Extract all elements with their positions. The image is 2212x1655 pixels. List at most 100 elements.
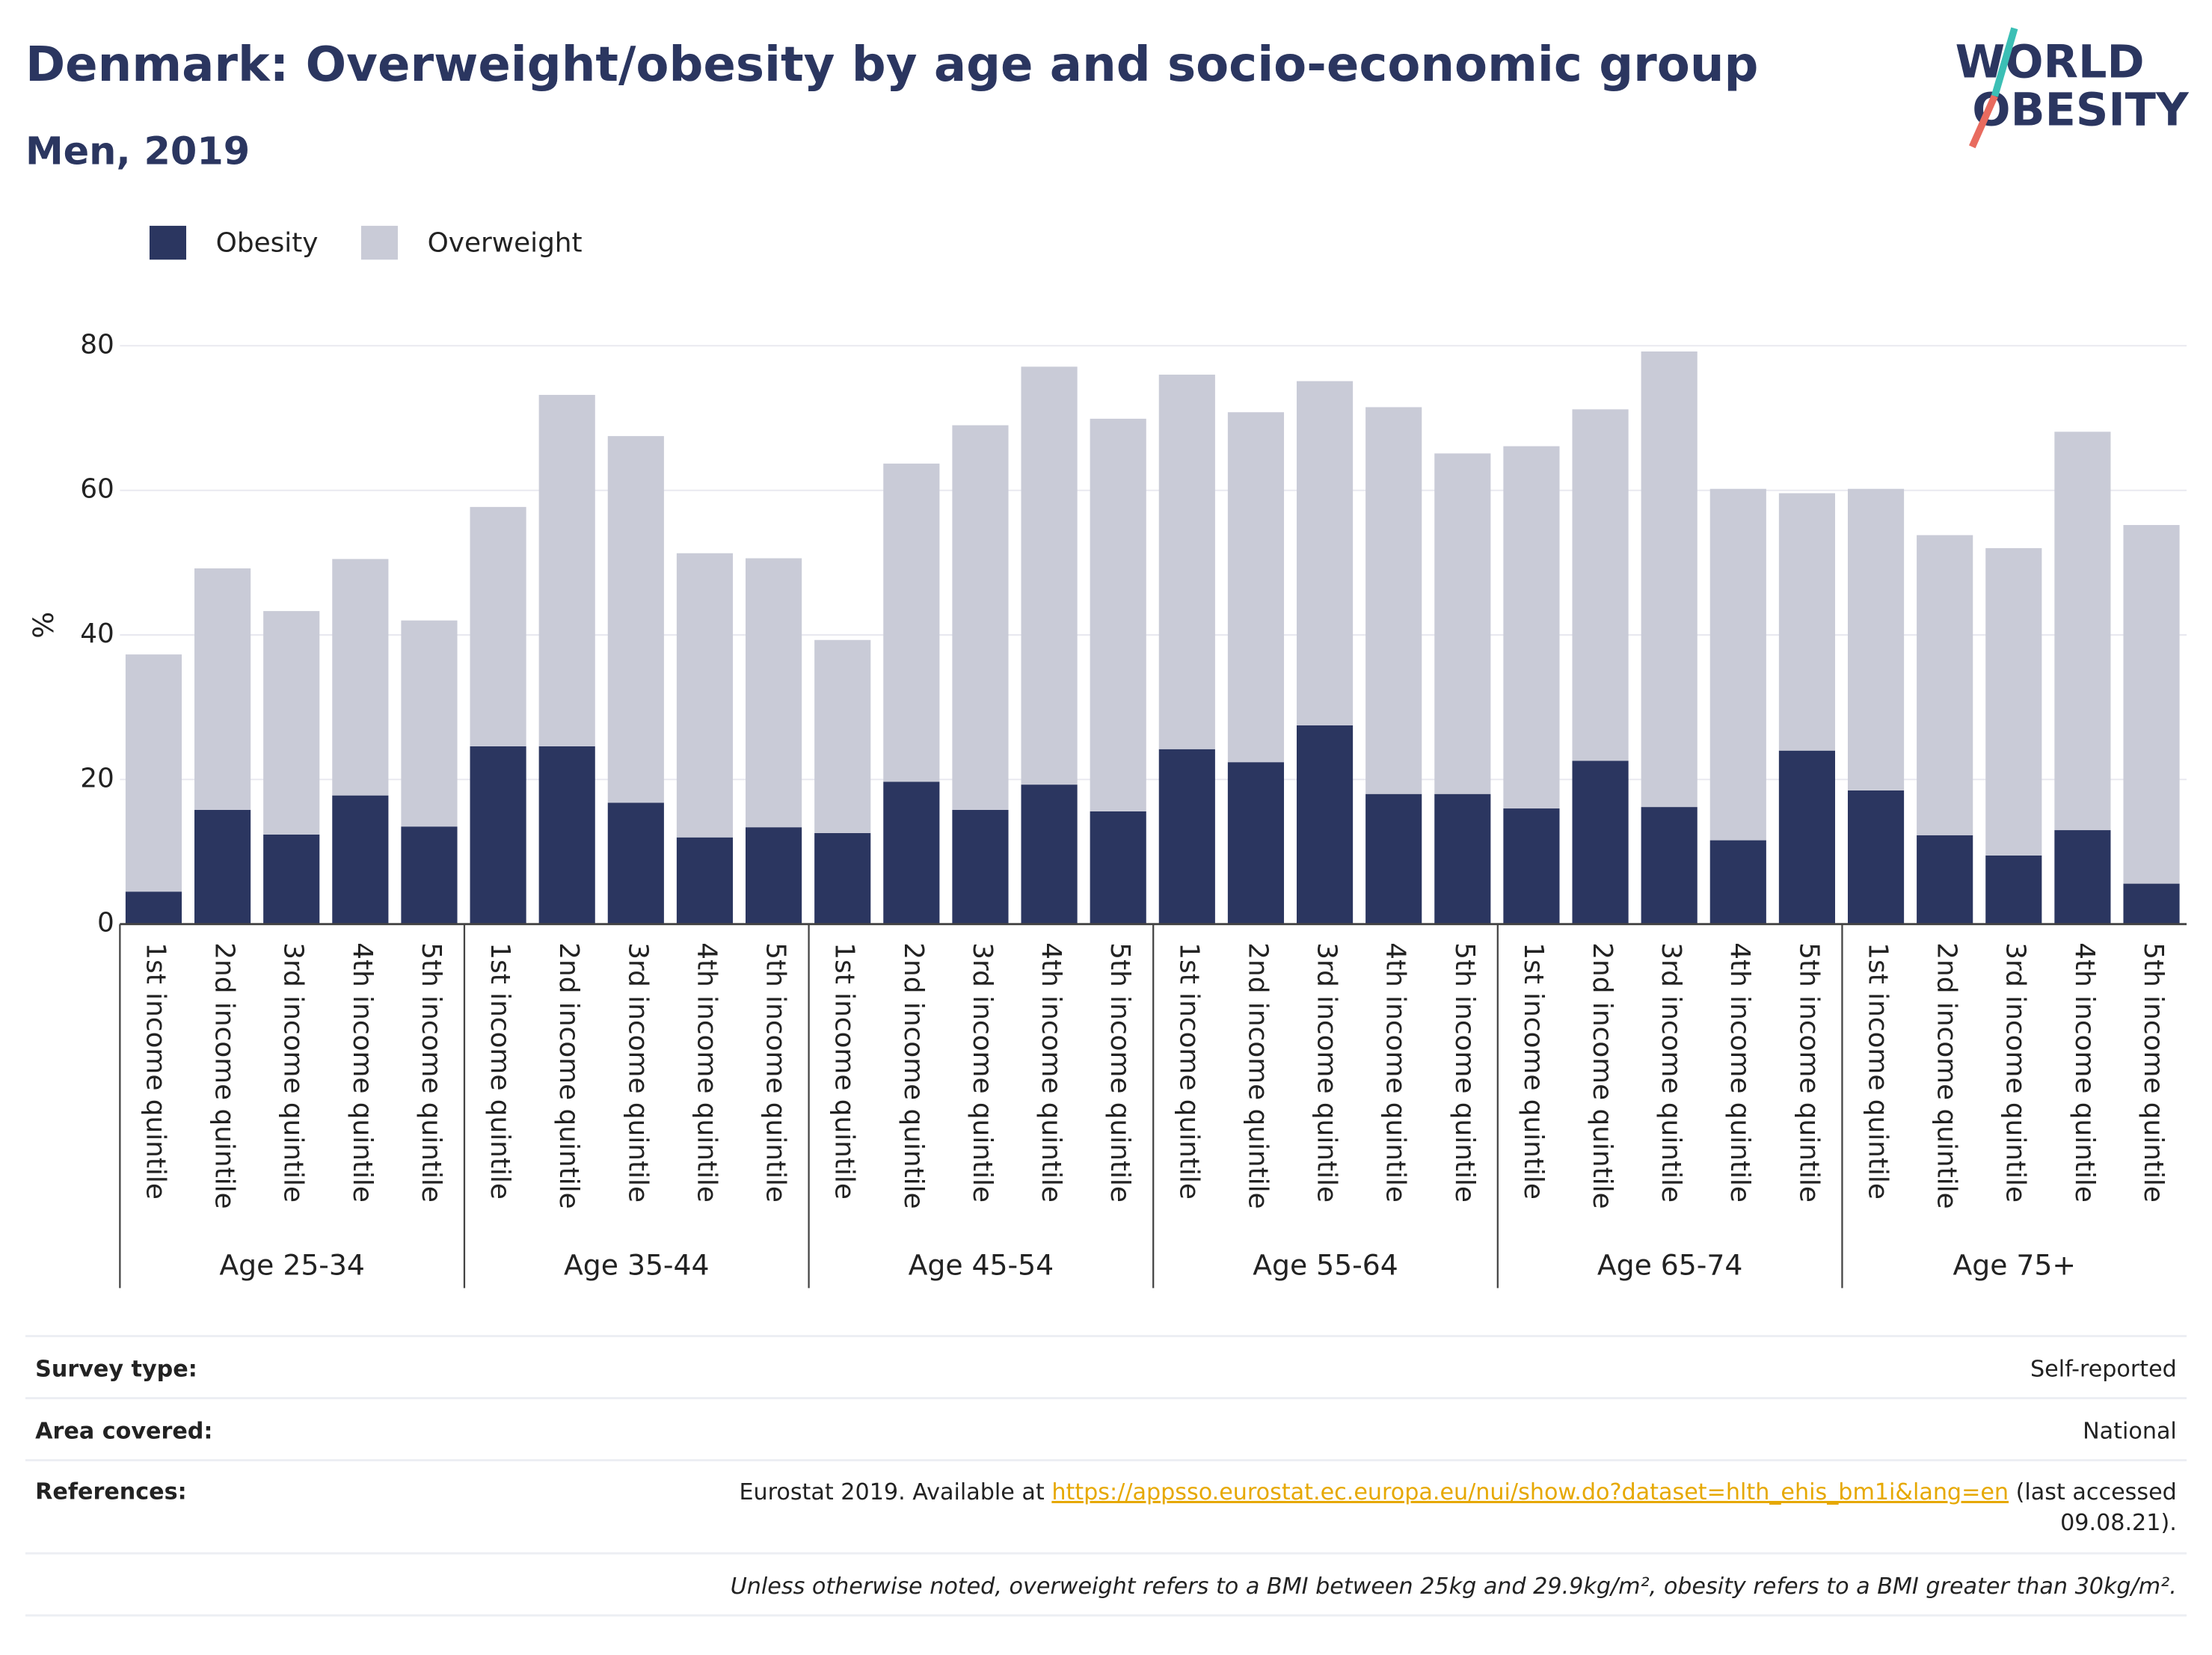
group-label: Age 75+ xyxy=(1953,1249,2076,1282)
bar-segment xyxy=(263,834,320,924)
bar-segment xyxy=(1709,488,1766,841)
x-tick-label: 1st income quintile xyxy=(485,942,515,1200)
footer-reference: Eurostat 2019. Available at https://apps… xyxy=(739,1479,2176,1505)
y-tick-label: 0 xyxy=(97,908,114,939)
x-tick-label: 2nd income quintile xyxy=(209,942,240,1209)
y-tick-label: 40 xyxy=(80,618,114,649)
bar-segment xyxy=(1227,762,1285,924)
chart-subtitle: Men, 2019 xyxy=(25,130,250,174)
bar-segment xyxy=(125,654,182,892)
bar-segment xyxy=(1090,811,1146,924)
bar-segment xyxy=(1503,808,1560,924)
bar-segment xyxy=(470,746,526,924)
y-tick-label: 80 xyxy=(80,329,114,360)
bar-segment xyxy=(1503,446,1560,809)
bar-segment xyxy=(538,746,595,924)
bar-segment xyxy=(1434,453,1491,794)
y-tick-label: 60 xyxy=(80,474,114,505)
bar-segment xyxy=(1778,493,1835,751)
x-tick-label: 3rd income quintile xyxy=(1656,942,1686,1203)
bar-segment xyxy=(2123,525,2180,884)
bar-segment xyxy=(1021,784,1078,924)
x-tick-label: 4th income quintile xyxy=(2069,942,2100,1203)
bar-segment xyxy=(1296,381,1354,725)
bar-segment xyxy=(1365,407,1422,794)
x-tick-label: 4th income quintile xyxy=(347,942,378,1203)
x-tick-label: 4th income quintile xyxy=(691,942,722,1203)
bar-segment xyxy=(1572,761,1629,924)
bar-segment xyxy=(401,620,458,827)
x-tick-label: 5th income quintile xyxy=(416,942,446,1203)
group-label: Age 35-44 xyxy=(564,1249,710,1282)
reference-text: Eurostat 2019. Available at xyxy=(739,1479,1051,1505)
bar-segment xyxy=(1365,793,1422,924)
bar-segment xyxy=(883,463,940,782)
bar-segment xyxy=(746,558,802,828)
bar-segment xyxy=(538,395,595,746)
group-label: Age 45-54 xyxy=(909,1249,1054,1282)
bar-segment xyxy=(746,827,802,924)
bar-segment xyxy=(1709,840,1766,924)
footer-value: National xyxy=(2083,1418,2177,1444)
bar-segment xyxy=(1847,790,1905,924)
bar-segment xyxy=(814,832,871,924)
x-tick-label: 1st income quintile xyxy=(140,942,170,1200)
bar-segment xyxy=(814,639,871,833)
bar-segment xyxy=(952,425,1009,810)
x-tick-label: 5th income quintile xyxy=(2138,942,2169,1203)
x-tick-label: 1st income quintile xyxy=(1862,942,1893,1200)
logo-stroke xyxy=(1991,27,2018,97)
group-label: Age 25-34 xyxy=(219,1249,365,1282)
bar-segment xyxy=(1158,374,1215,749)
x-tick-label: 5th income quintile xyxy=(1105,942,1135,1203)
x-tick-label: 2nd income quintile xyxy=(553,942,584,1209)
x-tick-label: 4th income quintile xyxy=(1380,942,1411,1203)
bar-segment xyxy=(194,568,251,810)
legend-label: Obesity xyxy=(216,227,319,258)
bar-segment xyxy=(607,802,664,924)
bar-segment xyxy=(1021,366,1078,785)
footer-key: Survey type: xyxy=(35,1356,197,1382)
x-tick-label: 4th income quintile xyxy=(1036,942,1066,1203)
x-tick-label: 2nd income quintile xyxy=(1587,942,1617,1209)
group-label: Age 65-74 xyxy=(1597,1249,1743,1282)
y-tick-label: 20 xyxy=(80,763,114,793)
x-tick-label: 5th income quintile xyxy=(761,942,791,1203)
footer-note: Unless otherwise noted, overweight refer… xyxy=(731,1573,2177,1600)
bar-segment xyxy=(332,795,389,924)
bar-segment xyxy=(194,809,251,924)
x-tick-label: 1st income quintile xyxy=(1518,942,1549,1200)
logo-stroke xyxy=(1968,94,1998,149)
footer-key: References: xyxy=(35,1479,186,1505)
bar-segment xyxy=(332,559,389,796)
x-tick-label: 1st income quintile xyxy=(1173,942,1204,1200)
bar-segment xyxy=(1917,835,1973,924)
x-tick-label: 2nd income quintile xyxy=(898,942,929,1209)
bar-segment xyxy=(1985,855,2042,924)
x-tick-label: 4th income quintile xyxy=(1724,942,1755,1203)
bar-segment xyxy=(125,891,182,924)
bar-segment xyxy=(607,436,664,803)
legend-label: Overweight xyxy=(428,227,583,258)
bar-segment xyxy=(1572,409,1629,761)
reference-text: (last accessed xyxy=(2009,1479,2177,1505)
logo-text: OBESITY xyxy=(1972,85,2190,137)
x-tick-label: 2nd income quintile xyxy=(1932,942,1962,1209)
bar-segment xyxy=(470,506,526,746)
bar-segment xyxy=(952,809,1009,924)
bar-segment xyxy=(2054,830,2111,924)
chart-title: Denmark: Overweight/obesity by age and s… xyxy=(25,37,1758,93)
group-label: Age 55-64 xyxy=(1253,1249,1398,1282)
footer-value: Self-reported xyxy=(2030,1356,2177,1382)
footer-reference: 09.08.21). xyxy=(2060,1510,2177,1536)
x-tick-label: 5th income quintile xyxy=(1449,942,1480,1203)
bar-segment xyxy=(1778,750,1835,924)
bar-segment xyxy=(1917,535,1973,835)
bar-segment xyxy=(1847,488,1905,790)
bar-segment xyxy=(676,837,734,924)
reference-link[interactable]: https://appsso.eurostat.ec.europa.eu/nui… xyxy=(1051,1479,2009,1505)
x-tick-label: 1st income quintile xyxy=(829,942,860,1200)
x-tick-label: 3rd income quintile xyxy=(967,942,998,1203)
x-tick-label: 3rd income quintile xyxy=(278,942,309,1203)
